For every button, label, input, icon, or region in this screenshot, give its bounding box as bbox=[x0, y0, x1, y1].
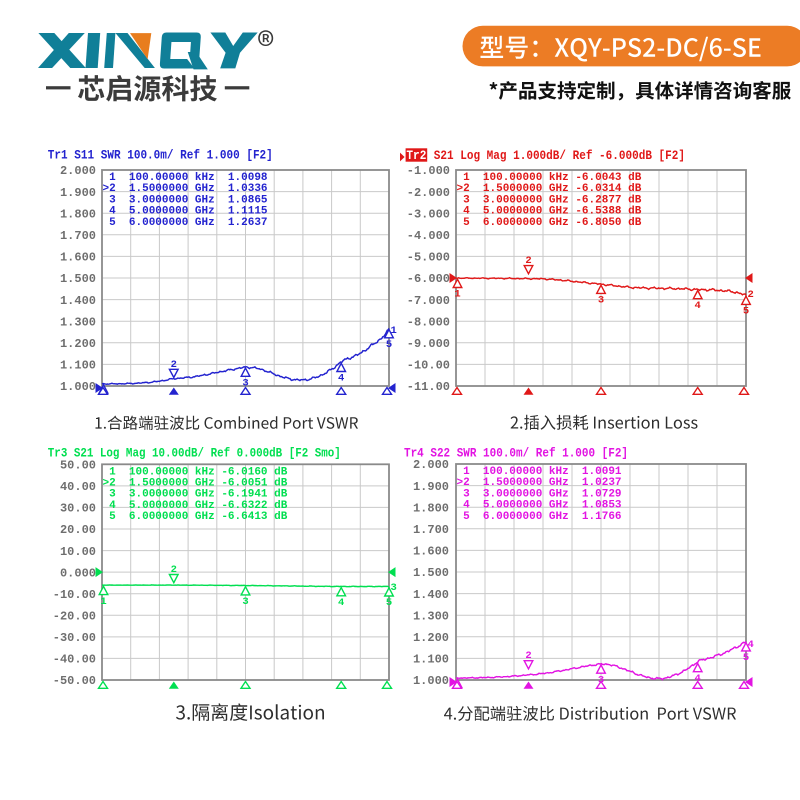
svg-text:20.00: 20.00 bbox=[60, 523, 96, 537]
svg-text:-9.000: -9.000 bbox=[407, 337, 450, 351]
svg-text:-40.00: -40.00 bbox=[53, 653, 96, 667]
svg-text:3: 3 bbox=[242, 378, 248, 390]
svg-text:1: 1 bbox=[454, 289, 460, 301]
svg-text:5 6.0000000 GHz 1.1766: 5 6.0000000 GHz 1.1766 bbox=[457, 511, 622, 523]
svg-text:1.700: 1.700 bbox=[60, 229, 96, 243]
svg-text:5: 5 bbox=[743, 652, 749, 664]
svg-text:-3.000: -3.000 bbox=[407, 207, 450, 221]
svg-text:1: 1 bbox=[391, 325, 397, 337]
svg-text:1.400: 1.400 bbox=[413, 588, 449, 602]
svg-text:5: 5 bbox=[386, 597, 392, 609]
svg-text:1.800: 1.800 bbox=[413, 501, 449, 515]
svg-text:-11.00: -11.00 bbox=[407, 380, 450, 394]
svg-text:-4.000: -4.000 bbox=[407, 229, 450, 243]
svg-text:2: 2 bbox=[748, 289, 754, 301]
svg-text:2.000: 2.000 bbox=[60, 164, 96, 178]
svg-text:5 6.0000000 GHz 1.2637: 5 6.0000000 GHz 1.2637 bbox=[103, 217, 268, 229]
svg-text:1.900: 1.900 bbox=[413, 480, 449, 494]
svg-text:4: 4 bbox=[338, 597, 344, 609]
svg-text:4 5.0000000 GHz 1.1115: 4 5.0000000 GHz 1.1115 bbox=[103, 206, 268, 218]
svg-text:50.00: 50.00 bbox=[60, 459, 96, 473]
svg-text:-10.00: -10.00 bbox=[407, 359, 450, 373]
svg-text:3 3.0000000 GHz -6.2877 dB: 3 3.0000000 GHz -6.2877 dB bbox=[457, 194, 642, 206]
svg-text:-50.00: -50.00 bbox=[53, 674, 96, 688]
svg-text:>2 1.5000000 GHz 1.0237: >2 1.5000000 GHz 1.0237 bbox=[457, 477, 622, 489]
svg-text:>2 1.5000000 GHz -6.0314 dB: >2 1.5000000 GHz -6.0314 dB bbox=[457, 183, 642, 195]
svg-text:2: 2 bbox=[525, 255, 531, 267]
svg-text:2: 2 bbox=[171, 564, 177, 576]
svg-text:4 5.0000000 GHz 1.0853: 4 5.0000000 GHz 1.0853 bbox=[457, 500, 622, 512]
svg-text:1 100.00000 kHz 1.0091: 1 100.00000 kHz 1.0091 bbox=[457, 466, 622, 478]
svg-text:>2 1.5000000 GHz -6.0051 dB: >2 1.5000000 GHz -6.0051 dB bbox=[103, 478, 288, 490]
svg-text:4: 4 bbox=[748, 639, 754, 651]
svg-text:1.700: 1.700 bbox=[413, 523, 449, 537]
svg-text:1.000: 1.000 bbox=[60, 380, 96, 394]
svg-text:30.00: 30.00 bbox=[60, 502, 96, 516]
svg-text:-2.000: -2.000 bbox=[407, 186, 450, 200]
svg-text:-30.00: -30.00 bbox=[53, 631, 96, 645]
svg-text:-20.00: -20.00 bbox=[53, 610, 96, 624]
svg-text:1 100.00000 kHz -6.0160 dB: 1 100.00000 kHz -6.0160 dB bbox=[103, 466, 288, 478]
svg-text:Tr1 S11 SWR 100.0m/ Ref 1.000: Tr1 S11 SWR 100.0m/ Ref 1.000 [F2] bbox=[48, 149, 273, 163]
svg-text:1.300: 1.300 bbox=[60, 315, 96, 329]
svg-text:S21 Log Mag 1.000dB/ Ref -6.00: S21 Log Mag 1.000dB/ Ref -6.000dB [F2] bbox=[427, 149, 685, 163]
svg-text:-10.00: -10.00 bbox=[53, 588, 96, 602]
svg-text:-1.000: -1.000 bbox=[407, 164, 450, 178]
svg-text:3: 3 bbox=[598, 295, 604, 307]
svg-text:4: 4 bbox=[338, 373, 344, 385]
svg-text:1.100: 1.100 bbox=[413, 653, 449, 667]
svg-text:1 100.00000 kHz -6.0043 dB: 1 100.00000 kHz -6.0043 dB bbox=[457, 172, 642, 184]
svg-text:10.00: 10.00 bbox=[60, 545, 96, 559]
svg-text:1.200: 1.200 bbox=[60, 337, 96, 351]
svg-text:1.500: 1.500 bbox=[413, 566, 449, 580]
svg-text:1.200: 1.200 bbox=[413, 631, 449, 645]
svg-text:5 6.0000000 GHz -6.8050 dB: 5 6.0000000 GHz -6.8050 dB bbox=[457, 217, 642, 229]
svg-text:Tr3 S21 Log Mag 10.00dB/ Ref 0: Tr3 S21 Log Mag 10.00dB/ Ref 0.000dB [F2… bbox=[48, 446, 341, 460]
svg-text:-8.000: -8.000 bbox=[407, 315, 450, 329]
svg-text:1: 1 bbox=[100, 596, 106, 608]
svg-text:1.900: 1.900 bbox=[60, 186, 96, 200]
svg-text:4: 4 bbox=[695, 300, 701, 312]
svg-text:1.800: 1.800 bbox=[60, 207, 96, 221]
svg-text:3 3.0000000 GHz -6.1941 dB: 3 3.0000000 GHz -6.1941 dB bbox=[103, 489, 288, 501]
svg-text:5 6.0000000 GHz -6.6413 dB: 5 6.0000000 GHz -6.6413 dB bbox=[103, 511, 288, 523]
svg-text:3 3.0000000 GHz 1.0729: 3 3.0000000 GHz 1.0729 bbox=[457, 488, 622, 500]
svg-text:1 100.00000 kHz 1.0098: 1 100.00000 kHz 1.0098 bbox=[103, 172, 268, 184]
svg-text:1.400: 1.400 bbox=[60, 294, 96, 308]
svg-text:3 3.0000000 GHz 1.0865: 3 3.0000000 GHz 1.0865 bbox=[103, 194, 268, 206]
svg-text:3: 3 bbox=[242, 596, 248, 608]
svg-text:1.500: 1.500 bbox=[60, 272, 96, 286]
svg-text:-7.000: -7.000 bbox=[407, 294, 450, 308]
svg-text:-6.000: -6.000 bbox=[407, 272, 450, 286]
svg-text:2.000: 2.000 bbox=[413, 458, 449, 472]
svg-text:3: 3 bbox=[391, 582, 397, 594]
svg-text:2: 2 bbox=[171, 359, 177, 371]
svg-text:>2 1.5000000 GHz 1.0336: >2 1.5000000 GHz 1.0336 bbox=[103, 183, 268, 195]
svg-text:0.000: 0.000 bbox=[60, 566, 96, 580]
svg-text:5: 5 bbox=[743, 306, 749, 318]
svg-text:1.600: 1.600 bbox=[413, 545, 449, 559]
svg-text:-5.000: -5.000 bbox=[407, 251, 450, 265]
svg-text:1.000: 1.000 bbox=[413, 674, 449, 688]
svg-text:Tr2: Tr2 bbox=[406, 149, 426, 163]
svg-text:5: 5 bbox=[386, 339, 392, 351]
svg-text:2: 2 bbox=[525, 650, 531, 662]
svg-text:1.300: 1.300 bbox=[413, 609, 449, 623]
svg-text:4 5.0000000 GHz -6.6322 dB: 4 5.0000000 GHz -6.6322 dB bbox=[103, 500, 288, 512]
svg-text:4 5.0000000 GHz -6.5388 dB: 4 5.0000000 GHz -6.5388 dB bbox=[457, 206, 642, 218]
svg-text:4: 4 bbox=[695, 673, 701, 685]
svg-text:1.600: 1.600 bbox=[60, 251, 96, 265]
svg-text:1.100: 1.100 bbox=[60, 359, 96, 373]
svg-text:40.00: 40.00 bbox=[60, 480, 96, 494]
svg-text:Tr4 S22 SWR 100.0m/ Ref 1.000: Tr4 S22 SWR 100.0m/ Ref 1.000 [F2] bbox=[404, 446, 628, 460]
